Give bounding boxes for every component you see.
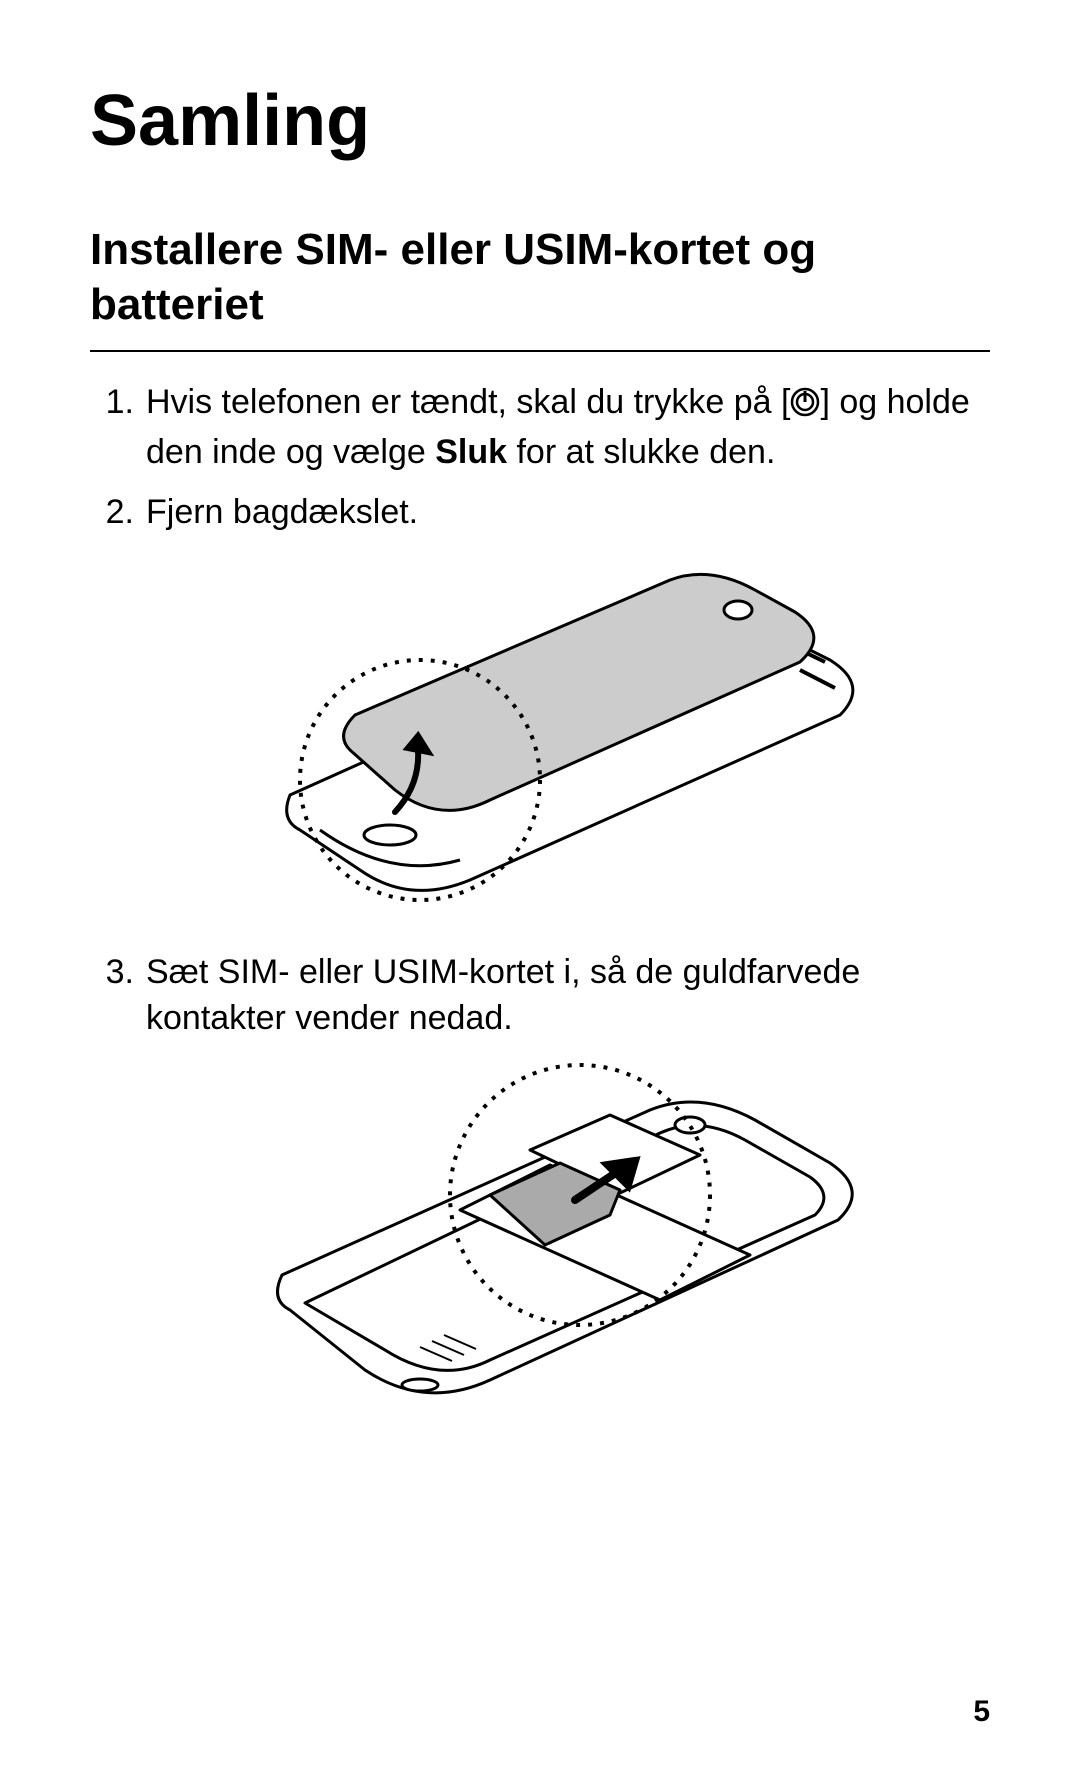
step-2-number: 2. (90, 490, 146, 536)
page-number: 5 (973, 1695, 990, 1729)
section-subtitle: Installere SIM- eller USIM-kortet og bat… (90, 222, 990, 352)
step-1-bold: Sluk (435, 433, 507, 471)
step-3-body: Sæt SIM- eller USIM-kortet i, så de guld… (146, 950, 990, 1042)
step-1: 1. Hvis telefonen er tændt, skal du tryk… (90, 380, 990, 476)
figure-insert-sim (190, 1055, 890, 1415)
step-2: 2. Fjern bagdækslet. (90, 490, 990, 536)
figure-remove-cover (190, 550, 890, 910)
step-1-number: 1. (90, 380, 146, 476)
power-icon (790, 384, 820, 430)
step-3: 3. Sæt SIM- eller USIM-kortet i, så de g… (90, 950, 990, 1042)
step-1-pre: Hvis telefonen er tændt, skal du trykke … (146, 383, 790, 421)
step-1-tail: for at slukke den. (507, 433, 775, 471)
step-2-body: Fjern bagdækslet. (146, 490, 990, 536)
page-title: Samling (90, 80, 990, 162)
step-1-body: Hvis telefonen er tændt, skal du trykke … (146, 380, 990, 476)
step-3-number: 3. (90, 950, 146, 1042)
